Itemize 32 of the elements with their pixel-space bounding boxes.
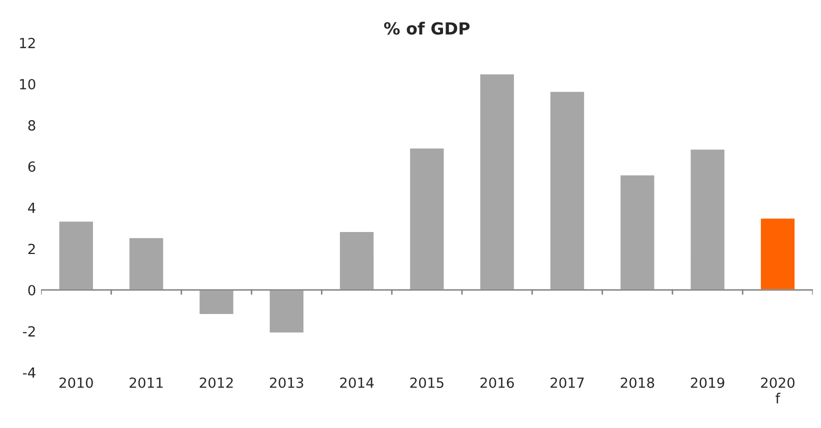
x-tick-label: 2010 — [59, 377, 93, 388]
x-tick-label: 2013 — [270, 377, 304, 388]
bar — [689, 148, 726, 291]
bar — [128, 236, 165, 291]
x-tick-label: 2019 — [690, 377, 724, 388]
bar — [268, 289, 305, 334]
chart-title: % of GDP — [384, 22, 470, 35]
bar — [198, 289, 235, 316]
y-tick-label: 8 — [28, 120, 36, 131]
x-tick-label: 2018 — [620, 377, 654, 388]
y-tick-label: 0 — [28, 284, 36, 296]
y-tick-label: -4 — [23, 368, 36, 378]
y-tick-label: 12 — [20, 38, 35, 48]
bar — [338, 230, 375, 291]
bar — [549, 90, 586, 291]
x-tick-label: 2017 — [550, 377, 584, 388]
x-tick-label: 2015 — [410, 377, 444, 388]
y-tick-label: -2 — [23, 326, 35, 336]
bar — [58, 220, 94, 291]
bar — [478, 73, 516, 291]
y-tick-label: 4 — [28, 202, 36, 213]
bar — [408, 147, 446, 291]
x-tick-label: 2012 — [200, 377, 233, 388]
x-tick-label: 2016 — [480, 377, 514, 388]
bar — [759, 217, 796, 291]
y-tick-label: 6 — [28, 161, 36, 172]
bar — [619, 174, 656, 291]
x-tick-label: 2020 f — [761, 377, 794, 404]
y-tick-label: 10 — [20, 78, 36, 90]
x-tick-label: 2011 — [130, 377, 163, 388]
y-tick-label: 2 — [28, 244, 35, 254]
x-tick-label: 2014 — [340, 377, 374, 388]
